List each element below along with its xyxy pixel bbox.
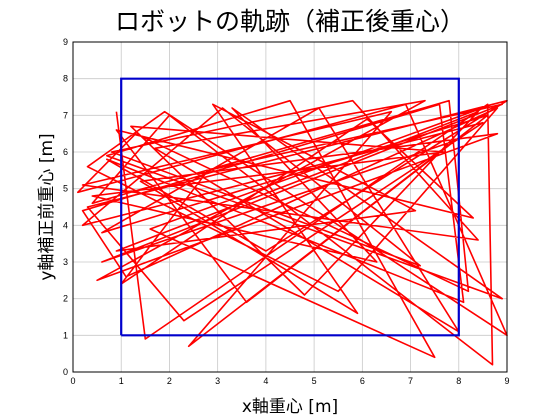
y-tick-label: 0 [63,367,68,377]
trajectory [78,101,507,365]
x-tick-label: 0 [70,376,75,386]
x-tick-label: 9 [504,376,509,386]
chart-title: ロボットの軌跡（補正後重心） [115,7,465,36]
x-axis-label: x軸重心 [m] [242,397,338,417]
x-tick-labels: 0 1 2 3 4 5 6 7 8 9 [70,376,509,386]
x-tick-label: 3 [215,376,220,386]
y-tick-label: 1 [63,330,68,340]
y-tick-label: 9 [63,37,68,47]
y-tick-label: 6 [63,147,68,157]
x-tick-label: 5 [312,376,317,386]
x-tick-label: 2 [167,376,172,386]
y-tick-label: 2 [63,294,68,304]
y-tick-label: 3 [63,257,68,267]
x-tick-label: 1 [119,376,124,386]
trajectory-line [78,101,507,365]
x-tick-label: 6 [360,376,365,386]
y-tick-label: 7 [63,110,68,120]
y-tick-label: 4 [63,220,68,230]
y-axis-label: y軸補正前重心 [m] [37,133,57,280]
x-tick-label: 7 [408,376,413,386]
x-tick-label: 8 [456,376,461,386]
y-tick-labels: 0 1 2 3 4 5 6 7 8 9 [63,37,68,377]
y-tick-label: 8 [63,74,68,84]
y-tick-label: 5 [63,184,68,194]
x-tick-label: 4 [263,376,268,386]
